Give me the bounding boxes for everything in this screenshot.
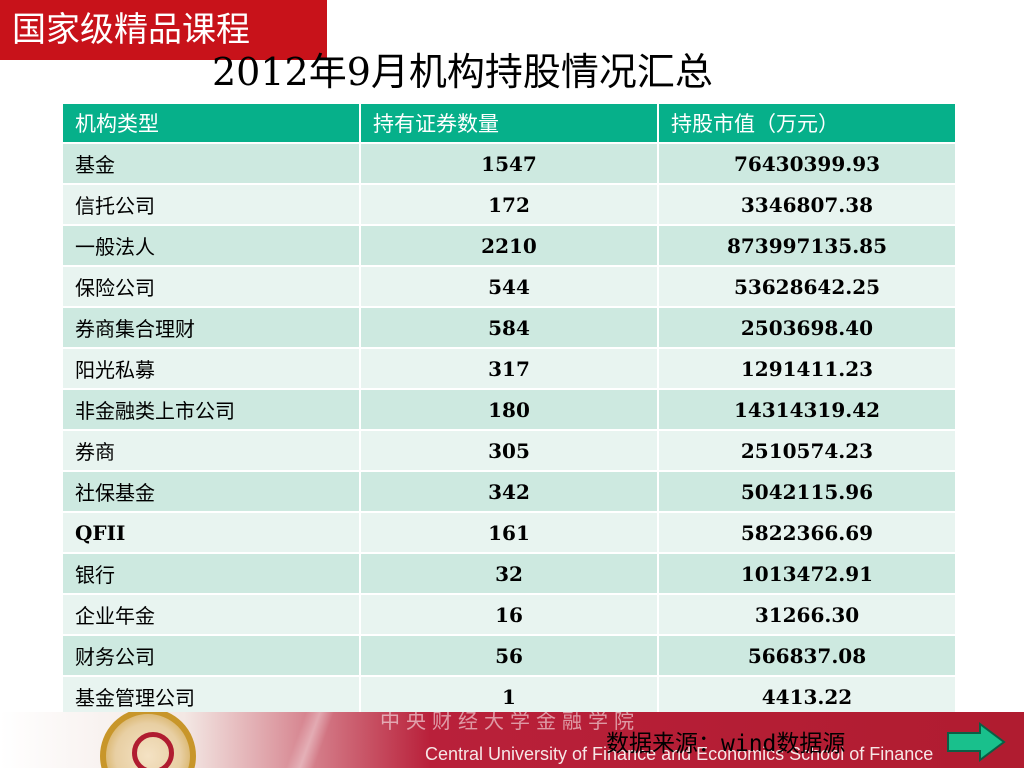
footer-school-name-cn: 中央财经大学金融学院 bbox=[380, 712, 640, 733]
securities-count-cell: 56 bbox=[359, 634, 659, 677]
institution-type-cell: 社保基金 bbox=[61, 470, 361, 513]
market-value-cell: 1291411.23 bbox=[657, 347, 957, 390]
institution-type-cell: 阳光私募 bbox=[61, 347, 361, 390]
table-header-row: 机构类型 持有证券数量 持股市值（万元） bbox=[61, 102, 957, 144]
institution-type-cell: 一般法人 bbox=[61, 224, 361, 267]
market-value-cell: 5042115.96 bbox=[657, 470, 957, 513]
market-value-cell: 5822366.69 bbox=[657, 511, 957, 554]
securities-count-cell: 1547 bbox=[359, 142, 659, 185]
table-row: 信托公司 172 3346807.38 bbox=[61, 183, 957, 226]
table-row: QFII 161 5822366.69 bbox=[61, 511, 957, 554]
securities-count-cell: 317 bbox=[359, 347, 659, 390]
table-row: 一般法人 2210 873997135.85 bbox=[61, 224, 957, 267]
securities-count-cell: 305 bbox=[359, 429, 659, 472]
institution-type-cell: 非金融类上市公司 bbox=[61, 388, 361, 431]
holdings-table: 机构类型 持有证券数量 持股市值（万元） 基金 1547 76430399.93… bbox=[61, 102, 957, 718]
table-row: 非金融类上市公司 180 14314319.42 bbox=[61, 388, 957, 431]
institution-type-cell: 财务公司 bbox=[61, 634, 361, 677]
institution-type-cell: 企业年金 bbox=[61, 593, 361, 636]
securities-count-cell: 180 bbox=[359, 388, 659, 431]
securities-count-cell: 1 bbox=[359, 675, 659, 718]
institution-type-cell: 基金管理公司 bbox=[61, 675, 361, 718]
footer-banner: 中央财经大学金融学院 Central University of Finance… bbox=[0, 712, 1024, 768]
table-row: 企业年金 16 31266.30 bbox=[61, 593, 957, 636]
institution-type-cell: QFII bbox=[61, 511, 361, 554]
market-value-cell: 566837.08 bbox=[657, 634, 957, 677]
table-row: 基金 1547 76430399.93 bbox=[61, 142, 957, 185]
table-row: 券商 305 2510574.23 bbox=[61, 429, 957, 472]
securities-count-cell: 342 bbox=[359, 470, 659, 513]
data-source-note: 数据来源：wind数据源 bbox=[606, 731, 846, 757]
securities-count-cell: 584 bbox=[359, 306, 659, 349]
securities-count-cell: 2210 bbox=[359, 224, 659, 267]
table-row: 银行 32 1013472.91 bbox=[61, 552, 957, 595]
table-row: 保险公司 544 53628642.25 bbox=[61, 265, 957, 308]
table-row: 券商集合理财 584 2503698.40 bbox=[61, 306, 957, 349]
footer-decoration bbox=[250, 712, 370, 768]
next-slide-button[interactable] bbox=[946, 722, 1006, 762]
securities-count-cell: 161 bbox=[359, 511, 659, 554]
market-value-cell: 14314319.42 bbox=[657, 388, 957, 431]
market-value-cell: 31266.30 bbox=[657, 593, 957, 636]
column-header-securities-count: 持有证券数量 bbox=[359, 102, 659, 144]
market-value-cell: 873997135.85 bbox=[657, 224, 957, 267]
university-seal-logo bbox=[100, 712, 196, 768]
market-value-cell: 2510574.23 bbox=[657, 429, 957, 472]
securities-count-cell: 32 bbox=[359, 552, 659, 595]
table-row: 社保基金 342 5042115.96 bbox=[61, 470, 957, 513]
column-header-institution-type: 机构类型 bbox=[61, 102, 361, 144]
market-value-cell: 53628642.25 bbox=[657, 265, 957, 308]
market-value-cell: 2503698.40 bbox=[657, 306, 957, 349]
market-value-cell: 4413.22 bbox=[657, 675, 957, 718]
institution-type-cell: 银行 bbox=[61, 552, 361, 595]
table-row: 财务公司 56 566837.08 bbox=[61, 634, 957, 677]
institution-type-cell: 券商集合理财 bbox=[61, 306, 361, 349]
securities-count-cell: 544 bbox=[359, 265, 659, 308]
table-row: 阳光私募 317 1291411.23 bbox=[61, 347, 957, 390]
securities-count-cell: 16 bbox=[359, 593, 659, 636]
market-value-cell: 76430399.93 bbox=[657, 142, 957, 185]
market-value-cell: 3346807.38 bbox=[657, 183, 957, 226]
slide-title: 2012年9月机构持股情况汇总 bbox=[212, 50, 713, 94]
footer-school-name-en: Central University of Finance and Econom… bbox=[425, 744, 934, 764]
institution-type-cell: 保险公司 bbox=[61, 265, 361, 308]
column-header-market-value: 持股市值（万元） bbox=[657, 102, 957, 144]
institution-type-cell: 信托公司 bbox=[61, 183, 361, 226]
table-row: 基金管理公司 1 4413.22 bbox=[61, 675, 957, 718]
course-badge: 国家级精品课程 bbox=[0, 0, 327, 60]
institution-type-cell: 券商 bbox=[61, 429, 361, 472]
securities-count-cell: 172 bbox=[359, 183, 659, 226]
institution-type-cell: 基金 bbox=[61, 142, 361, 185]
market-value-cell: 1013472.91 bbox=[657, 552, 957, 595]
arrow-right-icon bbox=[947, 722, 1006, 762]
